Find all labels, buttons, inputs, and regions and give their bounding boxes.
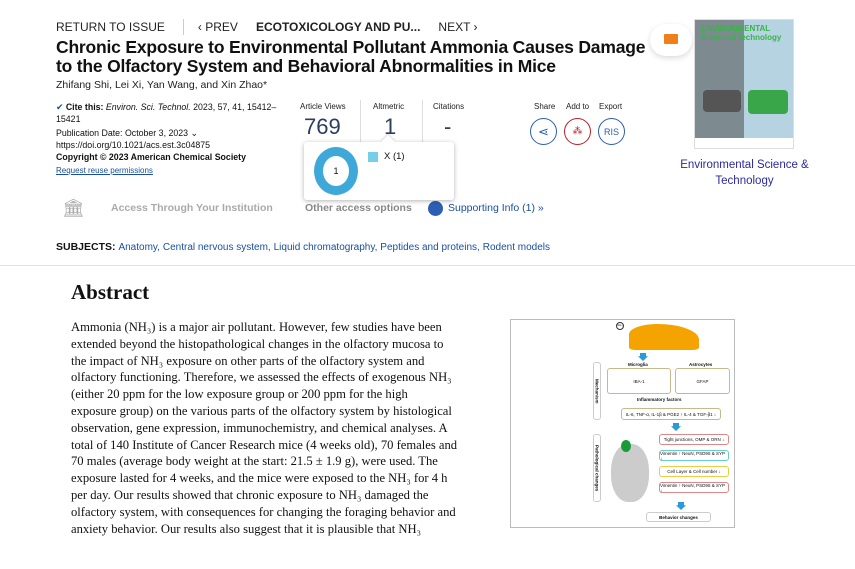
subject-link[interactable]: Central nervous system,: [162, 242, 271, 253]
mendeley-button[interactable]: ⁂: [564, 118, 591, 145]
doi-link[interactable]: https://doi.org/10.1021/acs.est.3c04875: [56, 140, 211, 150]
citations-count: -: [444, 114, 452, 139]
altmetric-donut[interactable]: 1: [314, 147, 358, 195]
behavior-box: Behavior changes: [646, 512, 711, 522]
prev-link[interactable]: ‹ PREV: [197, 20, 238, 34]
journal-link[interactable]: Environmental Science & Technology: [680, 159, 809, 187]
x-mentions[interactable]: X (1): [384, 151, 405, 162]
astrocytes-label: Astrocytes: [689, 362, 713, 367]
other-access-options[interactable]: Other access options: [305, 202, 412, 214]
share-icon: ⋖: [538, 123, 549, 139]
microglia-label: Microglia: [628, 362, 648, 367]
altmetric-popup: 1 X (1): [304, 134, 454, 200]
ris-export-button[interactable]: RIS: [598, 118, 625, 145]
brain-illustration: [611, 444, 649, 502]
mechanism-label: Mechanism: [593, 362, 601, 420]
subjects: SUBJECTS: Anatomy, Central nervous syste…: [56, 241, 550, 253]
check-icon: ✔: [56, 102, 64, 112]
authors[interactable]: Zhifang Shi, Lei Xi, Yan Wang, and Xin Z…: [56, 79, 268, 91]
altmetric-label: Altmetric: [373, 102, 405, 111]
share-button[interactable]: ⋖: [530, 118, 557, 145]
x-legend-swatch: [368, 152, 378, 162]
email-alert-button[interactable]: [650, 24, 692, 56]
cover-title: ENVIRONMENTAL Science&Technology: [701, 24, 782, 42]
citations-label: Citations: [433, 102, 465, 111]
mendeley-icon: ⁂: [572, 126, 583, 137]
export-label: Export: [599, 102, 623, 111]
section-divider: [0, 265, 855, 266]
journal-cover[interactable]: ENVIRONMENTAL Science&Technology: [694, 19, 794, 149]
publication-date[interactable]: Publication Date: October 3, 2023 ⌄: [56, 128, 198, 138]
supporting-info-link[interactable]: Supporting Info (1) »: [448, 202, 544, 214]
subject-link[interactable]: Liquid chromatography,: [273, 242, 378, 253]
chevron-down-icon: ⌄: [190, 128, 198, 138]
arrow-icon: [671, 423, 681, 431]
add-to-label: Add to: [566, 102, 590, 111]
cover-map-green: [748, 90, 788, 114]
institution-icon: 🏛: [62, 198, 85, 218]
citation: ✔ Cite this: Environ. Sci. Technol. 2023…: [56, 102, 277, 124]
subject-link[interactable]: Peptides and proteins,: [380, 242, 480, 253]
supporting-info-icon: [428, 201, 443, 216]
divider: [422, 100, 423, 142]
section-title: ECOTOXICOLOGY AND PU...: [255, 20, 421, 34]
hc-box: Vimentin ↑ NeuN, PSD95 & SYP ↓: [659, 482, 729, 493]
article-title: Chronic Exposure to Environmental Pollut…: [56, 37, 646, 76]
ob-box: Vimentin ↑ NeuN, PSD95 & SYP ↓: [659, 450, 729, 461]
return-to-issue-link[interactable]: RETURN TO ISSUE: [56, 20, 165, 34]
cover-footer: [695, 138, 793, 148]
nh3-cloud: NH₃: [616, 322, 624, 330]
copyright: Copyright © 2023 American Chemical Socie…: [56, 152, 246, 162]
access-institution-button[interactable]: Access Through Your Institution: [111, 202, 273, 214]
inflammatory-label: Inflammatory factors: [637, 397, 682, 402]
pathological-label: Pathological changes: [593, 434, 601, 502]
article-nav: RETURN TO ISSUE ‹ PREV ECOTOXICOLOGY AND…: [56, 19, 496, 35]
subject-link[interactable]: Rodent models: [482, 242, 550, 253]
share-label: Share: [534, 102, 556, 111]
arrow-icon: [676, 502, 686, 510]
oe-box: Tight junctions, OMP & ORN ↓: [659, 434, 729, 445]
mouse-illustration: [629, 324, 699, 350]
divider: [182, 19, 184, 35]
mail-icon: [664, 34, 678, 44]
toc-graphic[interactable]: NH₃ Mechanism IBA-1 Microglia GFAP Astro…: [510, 319, 735, 528]
subject-link[interactable]: Anatomy,: [118, 242, 160, 253]
cover-map-gray: [703, 90, 741, 112]
arrow-icon: [638, 353, 648, 361]
reuse-permissions-link[interactable]: Request reuse permissions: [56, 166, 153, 175]
altmetric-score[interactable]: 1: [384, 114, 397, 139]
divider: [360, 100, 361, 142]
microglia-box: IBA-1: [607, 368, 671, 394]
cytokines-box: IL-6, TNF-α, IL-1β & PGE2 ↑ IL-4 & TGF-β…: [621, 408, 721, 420]
next-link[interactable]: NEXT ›: [438, 20, 478, 34]
abstract-text: Ammonia (NH₃) is a major air pollutant. …: [71, 320, 458, 536]
abstract-heading: Abstract: [71, 280, 150, 304]
olfactory-bulb: [621, 440, 631, 452]
views-label: Article Views: [300, 102, 346, 111]
astrocytes-box: GFAP: [675, 368, 730, 394]
pc-box: Cell Layer & Cell number ↓: [659, 466, 729, 477]
views-count: 769: [304, 114, 341, 139]
